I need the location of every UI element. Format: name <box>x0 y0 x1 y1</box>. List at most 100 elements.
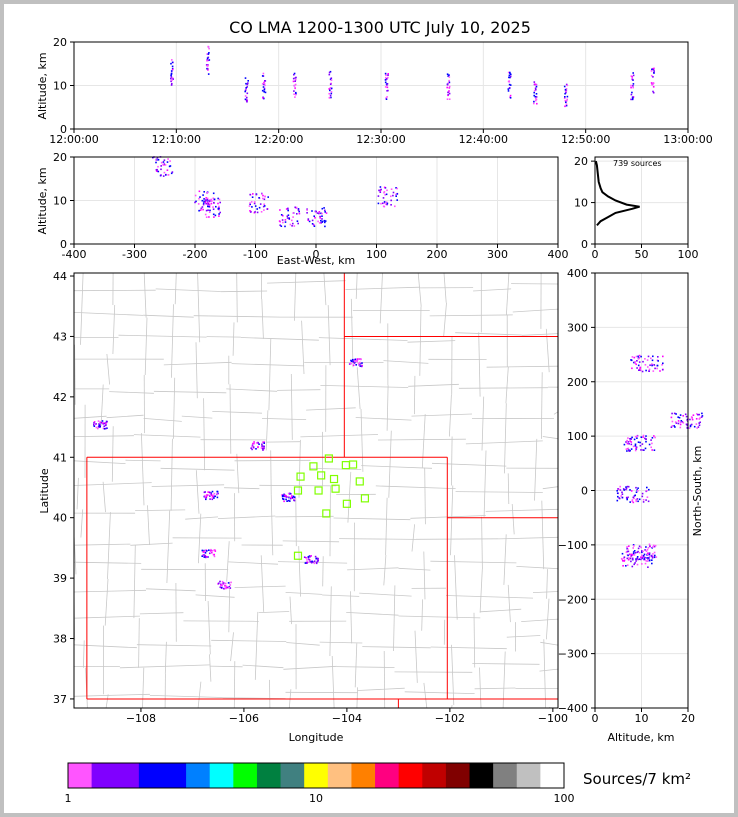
plan-view-source-cluster <box>95 426 98 429</box>
ew-altitude-source-cluster <box>288 218 291 220</box>
plan-view-source-cluster <box>203 550 206 553</box>
time-altitude-source-cluster <box>566 98 568 101</box>
county-line <box>333 517 411 521</box>
plan-view-source-cluster <box>308 558 310 561</box>
county-line <box>230 632 234 662</box>
ew-altitude-source-cluster <box>218 205 220 208</box>
county-line <box>479 667 482 708</box>
ns-altitude-source-cluster <box>630 359 633 362</box>
time-altitude-source-cluster <box>565 90 567 92</box>
time-altitude-source-cluster <box>508 80 510 82</box>
county-line <box>290 373 293 440</box>
ew-altitude-source-cluster <box>321 212 323 215</box>
ew-altitude-source-cluster <box>165 174 167 176</box>
plan-view-source-cluster <box>222 587 225 590</box>
county-line <box>505 366 509 404</box>
plan-view-source-cluster <box>225 587 228 590</box>
ew-altitude-source-cluster <box>298 210 300 213</box>
ns-altitude-source-cluster <box>632 552 635 555</box>
plan-view-source-cluster <box>105 424 107 426</box>
county-line <box>421 599 423 631</box>
ew-altitude-source-cluster <box>202 194 204 196</box>
time-altitude-source-cluster <box>385 77 387 79</box>
ns-altitude-source-cluster <box>652 555 654 558</box>
ew-altitude-source-cluster <box>217 202 219 205</box>
county-line <box>306 407 356 411</box>
plan-view-source-cluster <box>306 562 308 564</box>
ns-altitude-source-cluster <box>645 546 647 548</box>
time-altitude-source-cluster <box>170 74 172 77</box>
ns-altitude-source-cluster <box>661 364 663 366</box>
ew-altitude-source-cluster <box>262 194 264 197</box>
time-altitude-source-cluster <box>244 77 247 79</box>
ns-altitude-source-cluster <box>625 551 628 554</box>
ew-altitude-source-cluster <box>383 202 386 204</box>
county-line <box>285 592 323 595</box>
ew-altitude-source-cluster <box>215 205 217 208</box>
ns-altitude-source-cluster <box>643 553 646 556</box>
plan-view-source-cluster <box>311 560 313 563</box>
ew-altitude-source-cluster <box>212 206 214 208</box>
ns-altitude-panel: 0 10 20 −400 −300 −200 −100 0 100 200 300 400 Altit… <box>558 267 704 744</box>
time-altitude-source-cluster <box>329 70 332 73</box>
ew-altitude-source-cluster <box>249 193 251 196</box>
time-altitude-source-cluster <box>207 45 209 48</box>
ew-altitude-source-cluster <box>157 159 160 161</box>
county-line <box>407 340 456 343</box>
time-altitude-source-cluster <box>632 97 634 100</box>
ns-altitude-source-cluster <box>625 448 628 450</box>
plan-view-source-cluster <box>263 447 265 450</box>
ew-altitude-source-cluster <box>210 202 213 205</box>
ew-altitude-source-cluster <box>210 199 213 202</box>
lma-station-marker <box>317 471 326 480</box>
ew-altitude-source-cluster <box>205 216 208 218</box>
ew-altitude-source-cluster <box>316 212 319 214</box>
ns-altitude-source-cluster <box>655 556 658 558</box>
county-line <box>379 273 383 324</box>
ns-altitude-source-cluster <box>690 423 693 426</box>
ns-altitude-source-cluster <box>619 485 621 488</box>
ew-altitude-source-cluster <box>321 220 324 223</box>
plan-view-source-cluster <box>317 557 319 560</box>
ew-altitude-source-cluster <box>263 209 265 211</box>
plan-view-source-cluster <box>106 420 108 423</box>
ew-altitude-source-cluster <box>170 172 173 175</box>
plan-view-source-cluster <box>204 491 206 493</box>
county-line <box>254 611 259 680</box>
county-line <box>542 486 558 490</box>
time-altitude-source-cluster <box>295 92 297 95</box>
ns-altitude-source-cluster <box>633 554 636 556</box>
ew-altitude-source-cluster <box>205 197 207 199</box>
ns-altitude-source-cluster <box>630 441 633 443</box>
plan-view-source-cluster <box>224 585 227 588</box>
ew-altitude-source-cluster <box>395 187 397 189</box>
ew-altitude-source-cluster <box>383 186 386 189</box>
plan-view-source-cluster <box>356 360 358 363</box>
lma-station-marker <box>293 551 303 560</box>
ns-altitude-source-cluster <box>621 491 623 494</box>
county-line <box>197 681 202 708</box>
county-line <box>298 546 301 597</box>
ew-altitude-source-cluster <box>203 191 205 193</box>
ns-altitude-source-cluster <box>620 557 623 560</box>
plan-view-source-cluster <box>307 556 310 558</box>
county-line <box>74 543 131 546</box>
plan-view-source-cluster <box>303 556 306 558</box>
plan-view-source-cluster <box>285 498 287 501</box>
ew-altitude-source-cluster <box>282 221 284 224</box>
ew-altitude-source-cluster <box>201 206 204 208</box>
ns-altitude-source-cluster <box>652 553 654 555</box>
time-altitude-source-cluster <box>386 83 389 85</box>
ns-altitude-source-cluster <box>625 441 627 443</box>
county-line <box>174 273 177 305</box>
ns-altitude-source-cluster <box>631 356 634 358</box>
ns-altitude-source-cluster <box>631 558 634 561</box>
time-altitude-source-cluster <box>330 87 333 90</box>
ew-altitude-source-cluster <box>202 208 204 211</box>
ew-altitude-source-cluster <box>155 170 158 172</box>
county-line <box>502 651 506 708</box>
ns-altitude-source-cluster <box>651 359 654 362</box>
ew-altitude-source-cluster <box>382 197 385 199</box>
time-altitude-xtick-label: 12:20:00 <box>254 133 303 146</box>
ns-altitude-source-cluster <box>625 565 627 567</box>
